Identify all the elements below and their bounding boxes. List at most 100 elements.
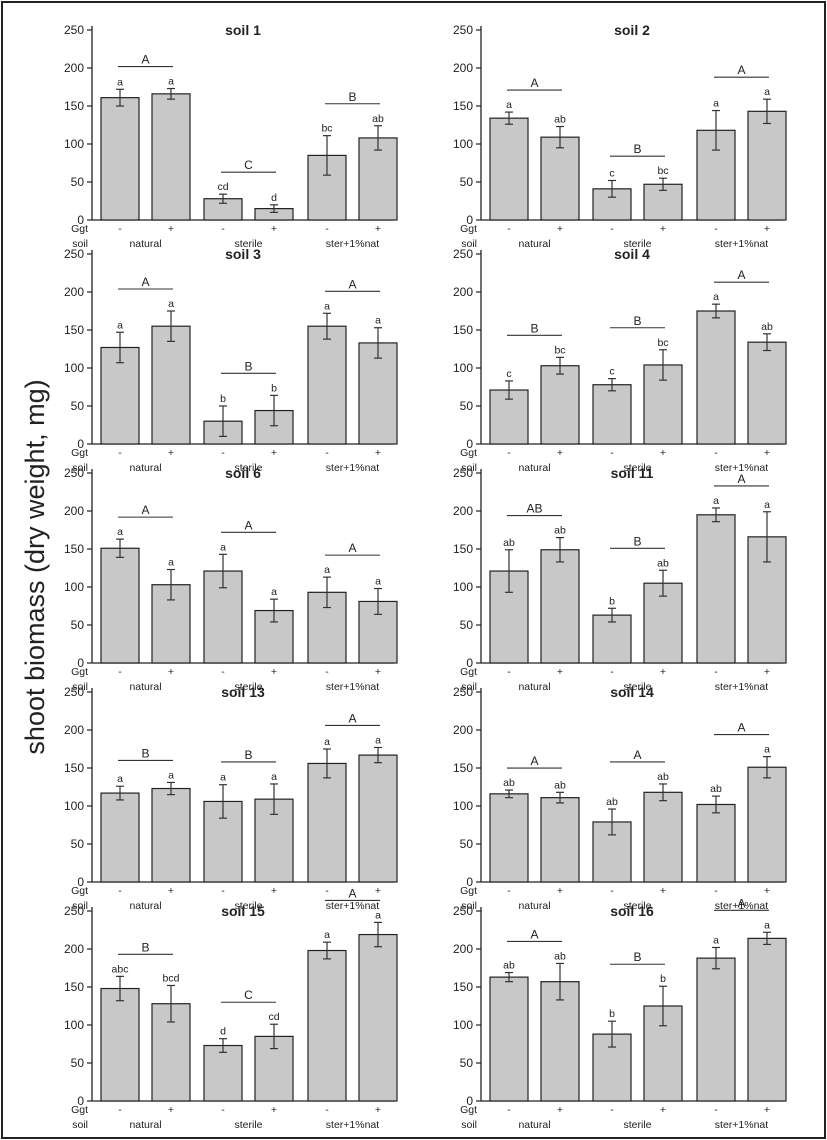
ggt-row-label: Ggt xyxy=(460,223,477,235)
ggt-label: + xyxy=(271,1104,277,1116)
group-letter: C xyxy=(244,158,253,172)
significance-letter: b xyxy=(609,595,615,607)
bar xyxy=(151,787,191,883)
group-letter: B xyxy=(633,314,641,328)
bar xyxy=(540,981,580,1102)
y-tick-label: 150 xyxy=(453,542,473,556)
significance-letter: b xyxy=(609,1008,615,1020)
bar xyxy=(696,803,736,883)
y-tick-label: 0 xyxy=(77,875,84,889)
panel-9: 0 50 100 150 200 250 soil 15 abc bcd d cd a a B C A - + - +… xyxy=(64,886,398,1131)
y-tick-label: 150 xyxy=(64,99,84,113)
bar xyxy=(643,582,683,664)
ggt-label: - xyxy=(610,223,614,235)
significance-letter: ab xyxy=(503,537,515,549)
significance-letter: a xyxy=(375,315,381,327)
ggt-label: - xyxy=(118,885,122,897)
ggt-label: + xyxy=(764,1104,770,1116)
ggt-label: - xyxy=(221,666,225,678)
group-letter: A xyxy=(530,76,538,90)
ggt-label: + xyxy=(168,666,174,678)
significance-letter: a xyxy=(375,734,381,746)
ggt-label: - xyxy=(118,666,122,678)
significance-letter: b xyxy=(660,973,666,985)
soil-row-label: soil xyxy=(72,462,88,474)
panel-title: soil 1 xyxy=(225,22,261,38)
group-letter: B xyxy=(633,534,641,548)
soil-group-label: ster+1%nat xyxy=(326,900,379,912)
bar xyxy=(747,766,787,883)
y-tick-label: 250 xyxy=(453,685,473,699)
significance-letter: cd xyxy=(268,1011,279,1023)
bar xyxy=(696,514,736,664)
ggt-row-label: Ggt xyxy=(460,666,477,678)
soil-row-label: soil xyxy=(461,1119,477,1131)
significance-letter: a xyxy=(764,744,770,756)
soil-row-label: soil xyxy=(461,462,477,474)
y-tick-label: 50 xyxy=(71,175,85,189)
bar xyxy=(489,793,529,883)
y-tick-label: 150 xyxy=(64,542,84,556)
panel-title: soil 2 xyxy=(614,22,650,38)
panel-10: 0 50 100 150 200 250 soil 16 ab ab b b a a A B A - + - + - + n… xyxy=(453,896,787,1131)
bar xyxy=(203,800,243,883)
ggt-label: + xyxy=(660,1104,666,1116)
ggt-label: + xyxy=(660,666,666,678)
significance-letter: cd xyxy=(217,181,228,193)
y-tick-label: 200 xyxy=(453,942,473,956)
ggt-label: - xyxy=(610,885,614,897)
bar xyxy=(643,791,683,883)
y-tick-label: 250 xyxy=(453,904,473,918)
significance-letter: a xyxy=(764,499,770,511)
panel-title: soil 6 xyxy=(225,465,261,481)
group-letter: A xyxy=(348,277,356,291)
group-letter: A xyxy=(141,53,149,67)
significance-letter: a xyxy=(168,769,174,781)
ggt-label: + xyxy=(557,666,563,678)
y-tick-label: 250 xyxy=(453,247,473,261)
soil-row-label: soil xyxy=(72,900,88,912)
significance-letter: ab xyxy=(554,950,566,962)
y-tick-label: 100 xyxy=(453,799,473,813)
significance-letter: ab xyxy=(606,796,618,808)
y-tick-label: 250 xyxy=(64,247,84,261)
significance-letter: a xyxy=(220,541,226,553)
bar xyxy=(489,117,529,221)
ggt-label: - xyxy=(325,666,329,678)
significance-letter: ab xyxy=(710,783,722,795)
ggt-label: - xyxy=(507,1104,511,1116)
bar xyxy=(696,310,736,445)
soil-group-label: ster+1%nat xyxy=(715,900,768,912)
group-letter: B xyxy=(141,746,149,760)
soil-row-label: soil xyxy=(461,900,477,912)
bar xyxy=(358,137,398,221)
group-letter: C xyxy=(244,988,253,1002)
panel-title: soil 16 xyxy=(610,903,654,919)
y-tick-label: 50 xyxy=(71,618,85,632)
bar xyxy=(592,614,632,664)
soil-group-label: ster+1%nat xyxy=(326,238,379,250)
significance-letter: d xyxy=(220,1026,226,1038)
ggt-row-label: Ggt xyxy=(71,666,88,678)
ggt-label: + xyxy=(271,885,277,897)
significance-letter: ab xyxy=(657,557,669,569)
significance-letter: a xyxy=(117,773,123,785)
significance-letter: a xyxy=(220,772,226,784)
significance-letter: c xyxy=(506,368,511,380)
ggt-label: - xyxy=(507,666,511,678)
y-tick-label: 200 xyxy=(453,504,473,518)
ggt-label: + xyxy=(375,666,381,678)
ggt-row-label: Ggt xyxy=(71,1104,88,1116)
y-tick-label: 250 xyxy=(64,466,84,480)
soil-group-label: natural xyxy=(129,681,161,693)
y-tick-label: 100 xyxy=(64,137,84,151)
soil-group-label: sterile xyxy=(623,900,651,912)
bar xyxy=(747,341,787,445)
panel-7: 0 50 100 150 200 250 soil 13 a a a a a a B B A - + - + - + nat… xyxy=(64,684,398,912)
panel-title: soil 11 xyxy=(611,465,654,481)
ggt-row-label: Ggt xyxy=(71,447,88,459)
soil-group-label: sterile xyxy=(234,462,262,474)
y-tick-label: 0 xyxy=(77,437,84,451)
ggt-label: + xyxy=(557,447,563,459)
ggt-label: - xyxy=(610,447,614,459)
